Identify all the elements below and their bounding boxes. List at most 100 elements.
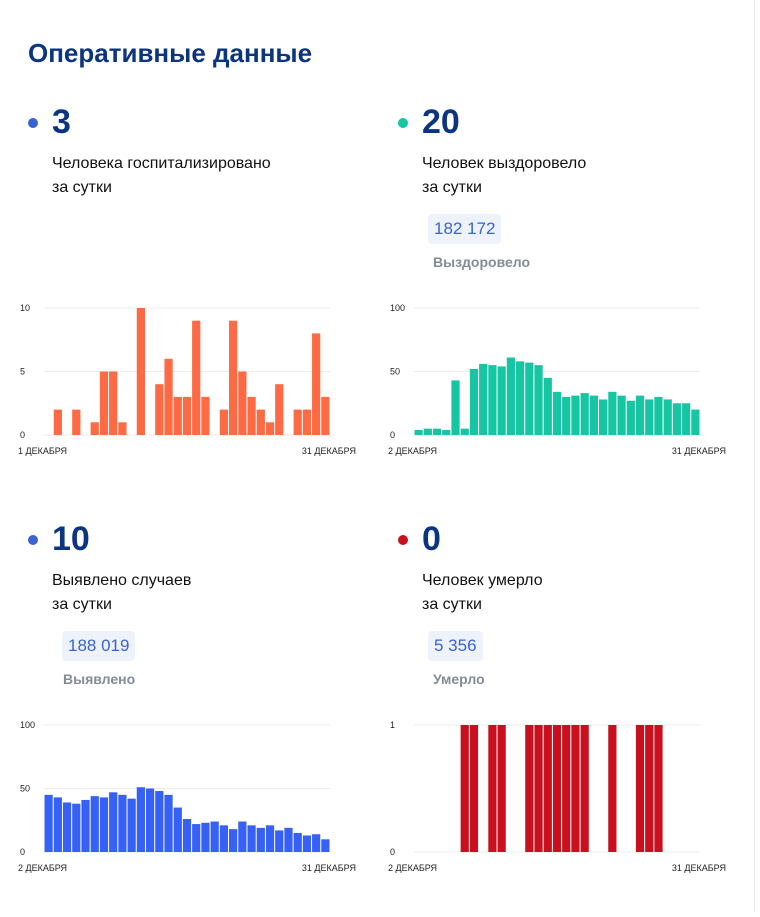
recovered-panel: 20 Человек выздоровело за сутки 182 172 …: [388, 100, 748, 500]
y-tick-label: 0: [20, 847, 25, 857]
chart-bar: [312, 834, 321, 852]
chart-bar: [562, 725, 571, 852]
chart-bar: [626, 400, 635, 435]
chart-bar: [99, 797, 109, 852]
chart-bar: [645, 399, 654, 435]
chart-bar: [543, 377, 552, 435]
caption-line: Человек выздоровело: [422, 155, 587, 172]
page-title: Оперативные данные: [28, 38, 313, 68]
chart-bar: [182, 396, 192, 435]
chart-bar: [645, 725, 654, 852]
chart-bar: [469, 368, 479, 435]
deaths-dot-icon: [398, 535, 408, 545]
chart-bar: [302, 835, 312, 852]
chart-bar: [525, 362, 534, 435]
chart-bar: [423, 428, 432, 435]
chart-bar: [155, 791, 164, 852]
y-tick-label: 0: [390, 430, 395, 440]
chart-bar: [90, 796, 99, 852]
chart-bar: [414, 429, 423, 435]
chart-bar: [247, 396, 256, 435]
chart-bar: [275, 830, 284, 852]
caption-line: за сутки: [52, 596, 112, 613]
chart-bar: [127, 798, 136, 852]
x-end-label: 31 ДЕКАБРЯ: [672, 446, 726, 456]
chart-bar: [497, 725, 506, 852]
chart-bar: [682, 403, 691, 435]
chart-bar: [229, 829, 238, 852]
cases-chart: 0 50 100 2 ДЕКАБРЯ 31 ДЕКАБРЯ: [18, 720, 356, 873]
chart-bar: [173, 396, 182, 435]
chart-bar: [210, 821, 219, 852]
y-tick-label: 5: [20, 367, 25, 377]
recovered-count: 20: [422, 103, 460, 141]
x-end-label: 31 ДЕКАБРЯ: [302, 446, 356, 456]
y-tick-label: 50: [390, 367, 400, 377]
chart-bar: [432, 428, 442, 435]
chart-bar: [173, 807, 182, 852]
chart-bar: [552, 725, 562, 852]
caption-line: за сутки: [422, 596, 482, 613]
chart-bar: [72, 409, 81, 435]
chart-bar: [72, 803, 81, 852]
x-start-label: 2 ДЕКАБРЯ: [388, 863, 437, 873]
chart-bar: [589, 395, 599, 435]
chart-bar: [118, 794, 127, 852]
cases-total-label: Выявлено: [63, 671, 136, 687]
x-end-label: 31 ДЕКАБРЯ: [672, 863, 726, 873]
chart-bar: [312, 333, 321, 435]
chart-bar: [201, 396, 210, 435]
caption-line: Человек умерло: [422, 572, 543, 589]
cases-count: 10: [52, 520, 90, 558]
chart-bar: [62, 802, 72, 852]
chart-bar: [265, 422, 275, 435]
hospitalized-caption: Человека госпитализировано за сутки: [52, 152, 352, 200]
caption-line: за сутки: [422, 179, 482, 196]
chart-bar: [672, 403, 682, 435]
x-start-label: 2 ДЕКАБРЯ: [388, 446, 437, 456]
recovered-total-label: Выздоровело: [433, 254, 531, 270]
chart-bar: [293, 409, 302, 435]
chart-bar: [145, 788, 155, 852]
chart-bar: [691, 409, 700, 435]
hospitalized-panel: 3 Человека госпитализировано за сутки 0 5…: [18, 100, 378, 500]
chart-bar: [506, 357, 515, 435]
chart-bar: [155, 384, 164, 435]
chart-bar: [53, 797, 62, 852]
x-start-label: 1 ДЕКАБРЯ: [18, 446, 67, 456]
chart-bar: [136, 308, 145, 435]
chart-bar: [525, 725, 534, 852]
chart-bar: [571, 395, 580, 435]
chart-bar: [321, 396, 330, 435]
hospitalized-dot-icon: [28, 118, 38, 128]
chart-bar: [515, 361, 525, 435]
y-tick-label: 0: [390, 847, 395, 857]
chart-bar: [534, 365, 543, 435]
chart-bar: [442, 429, 451, 435]
deaths-total-badge: 5 356: [428, 631, 483, 661]
chart-bar: [81, 799, 90, 852]
chart-bar: [608, 391, 617, 435]
chart-bar: [293, 832, 302, 852]
chart-bar: [99, 371, 109, 435]
chart-bar: [164, 358, 173, 435]
chart-bar: [192, 824, 201, 852]
recovered-total-badge: 182 172: [428, 214, 502, 244]
chart-bar: [90, 422, 99, 435]
chart-bar: [635, 725, 645, 852]
chart-bar: [219, 825, 229, 852]
chart-bar: [256, 409, 265, 435]
chart-bar: [534, 725, 543, 852]
caption-line: Выявлено случаев: [52, 572, 192, 589]
x-start-label: 2 ДЕКАБРЯ: [18, 863, 67, 873]
chart-bar: [571, 725, 580, 852]
chart-bar: [182, 818, 192, 852]
deaths-count: 0: [422, 520, 441, 558]
chart-bar: [118, 422, 127, 435]
y-tick-label: 100: [390, 303, 405, 313]
chart-bar: [543, 725, 552, 852]
recovered-caption: Человек выздоровело за сутки: [422, 152, 722, 200]
chart-bar: [201, 822, 210, 852]
deaths-caption: Человек умерло за сутки: [422, 569, 722, 617]
chart-bar: [488, 365, 497, 435]
